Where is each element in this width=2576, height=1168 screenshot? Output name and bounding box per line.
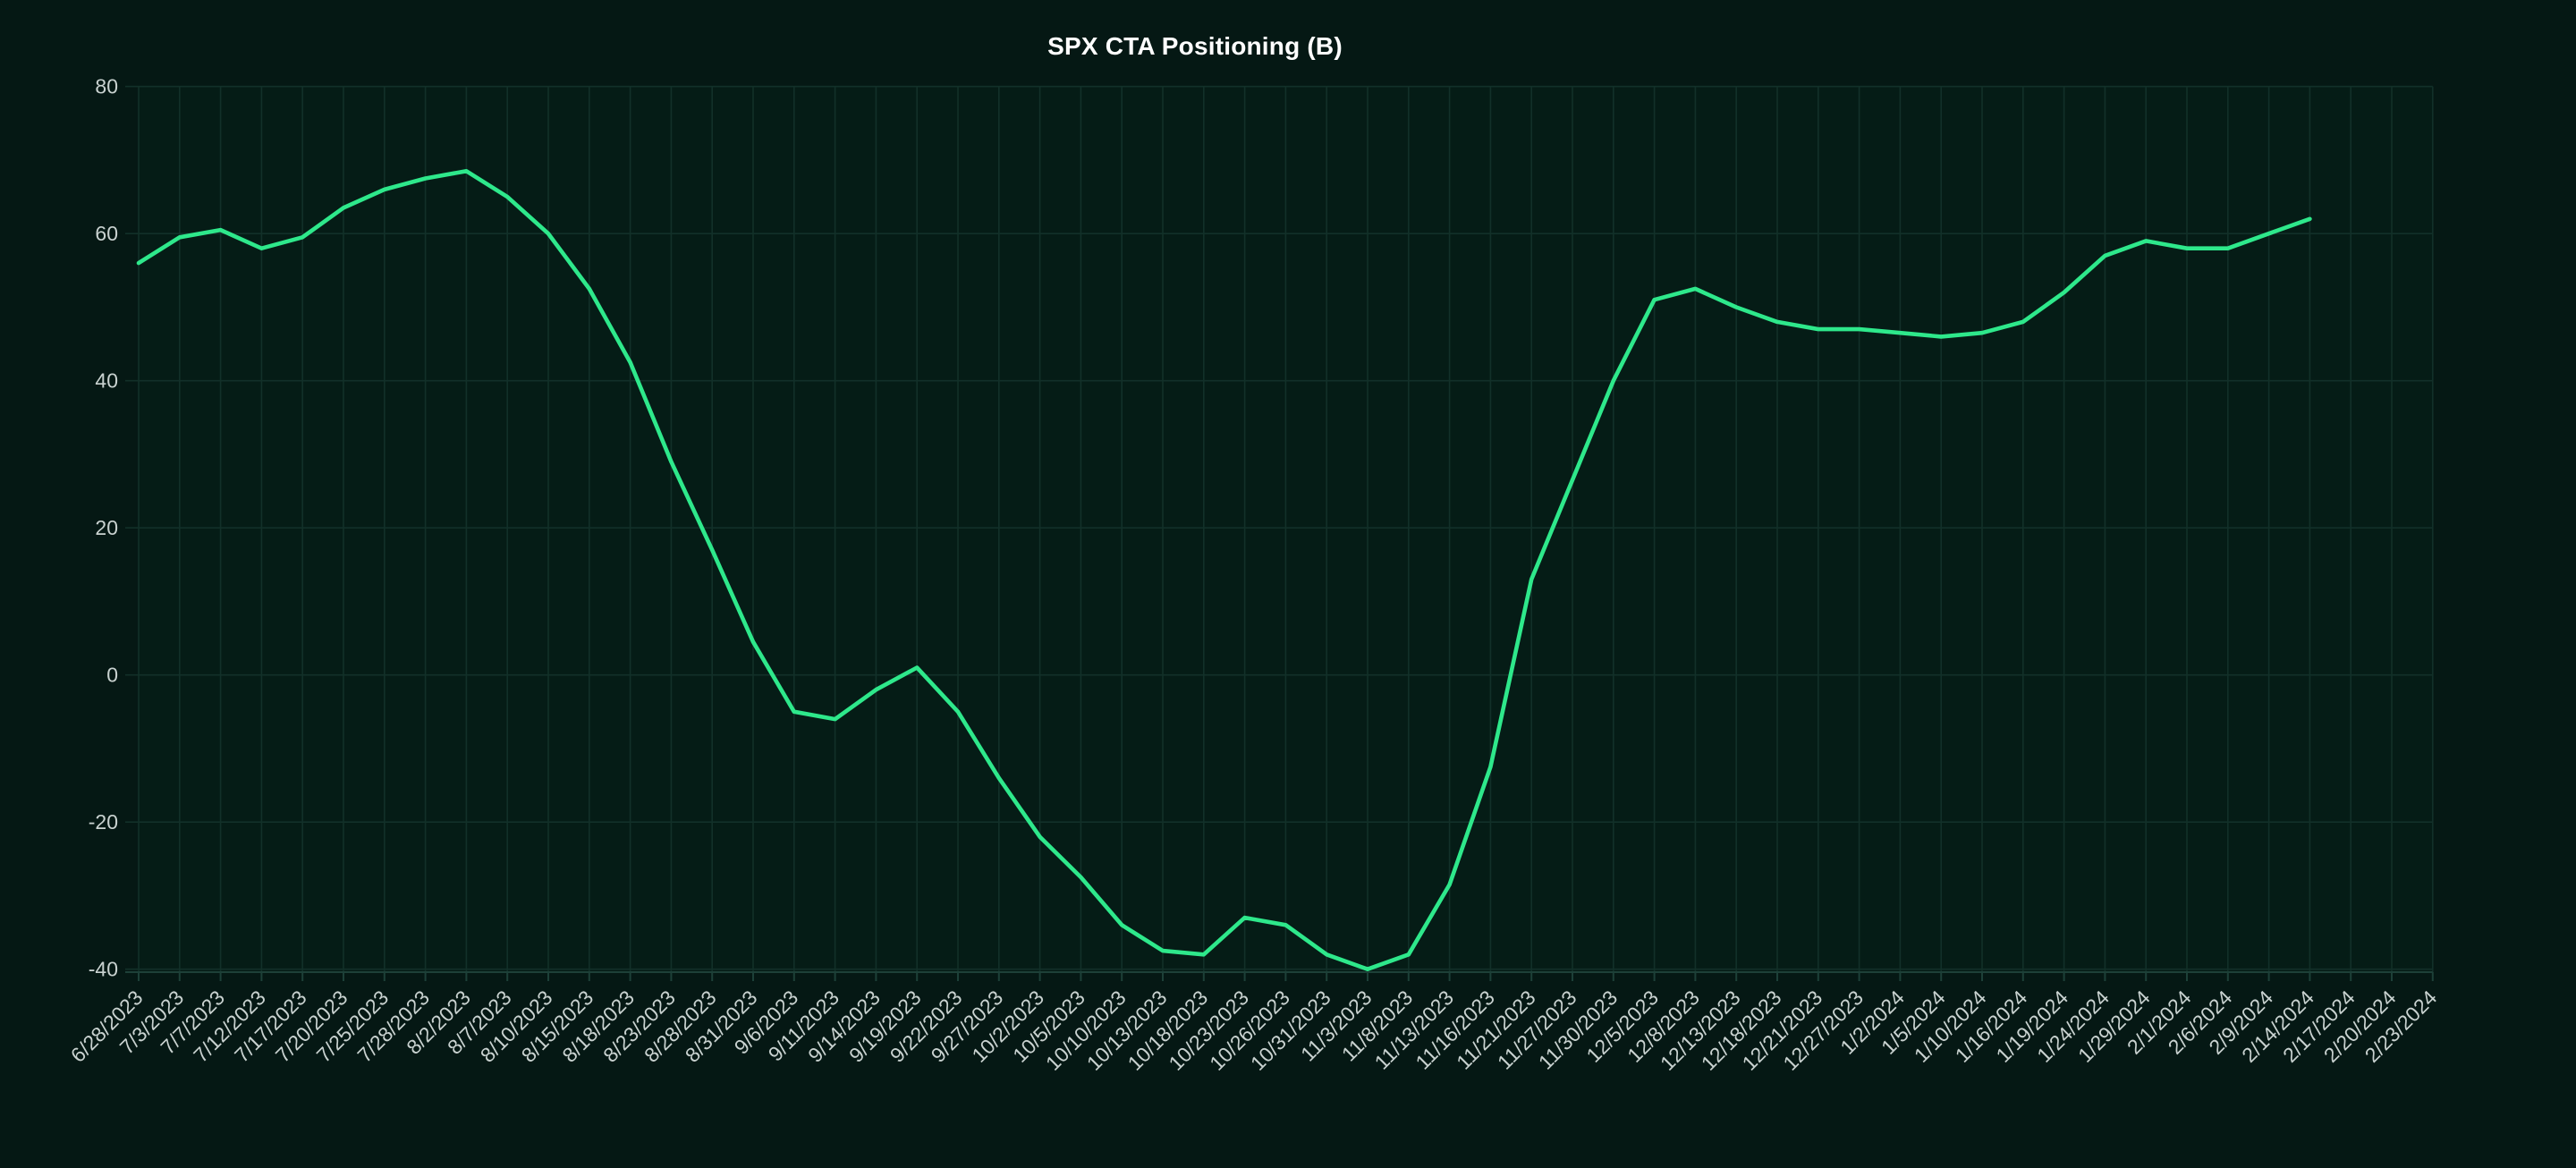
y-tick-label: 60 [95,222,118,245]
y-tick-label: 40 [95,369,118,393]
y-tick-label: -40 [89,958,118,981]
series-line [136,169,2312,971]
y-tick-label: 80 [95,75,118,98]
y-tick-label: -20 [89,810,118,834]
y-tick-label: 0 [106,664,118,687]
gridlines [125,85,2434,972]
y-tick-label: 20 [95,516,118,539]
chart-title: SPX CTA Positioning (B) [1047,32,1343,60]
axis-ticks [138,972,2434,981]
